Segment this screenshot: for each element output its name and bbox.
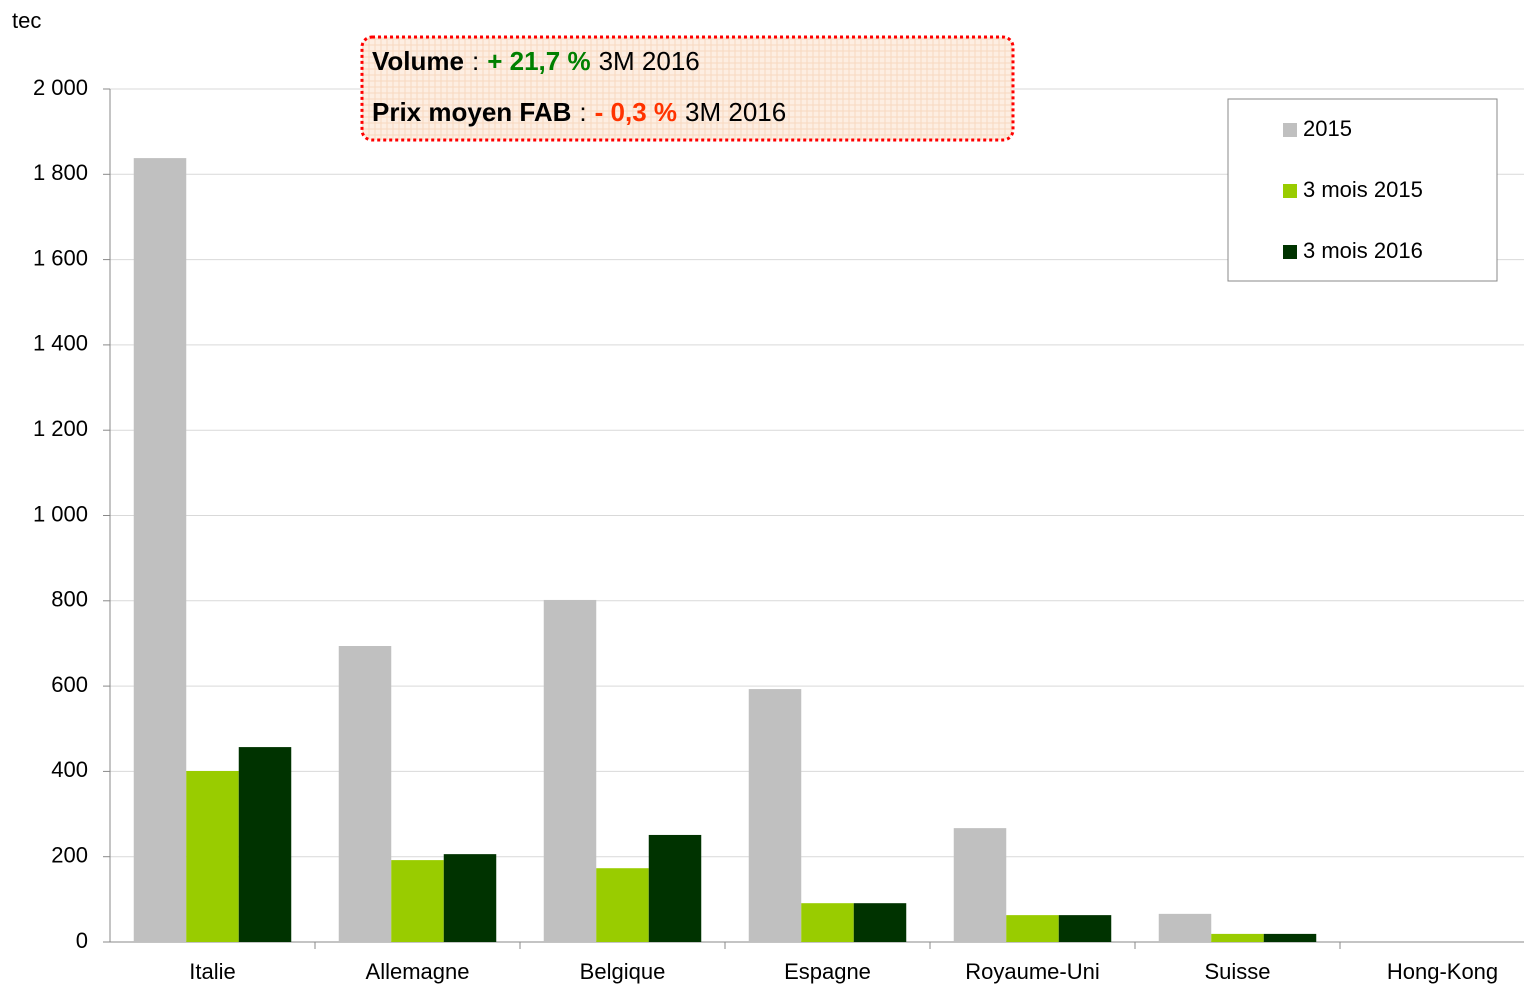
x-tick-label: Allemagne (366, 959, 470, 984)
y-tick-label: 200 (51, 843, 88, 868)
legend-swatch (1283, 184, 1297, 198)
bar (1263, 933, 1317, 942)
bar (953, 828, 1007, 942)
bar (648, 834, 702, 942)
x-tick-label: Royaume-Uni (965, 959, 1100, 984)
x-tick-label: Hong-Kong (1387, 959, 1498, 984)
y-tick-label: 600 (51, 672, 88, 697)
legend-label: 2015 (1303, 116, 1352, 141)
bar (543, 599, 597, 942)
bar (748, 689, 802, 942)
y-tick-label: 1 800 (33, 160, 88, 185)
annotation-part: 3M 2016 (685, 97, 786, 127)
x-tick-label: Italie (189, 959, 235, 984)
y-tick-label: 1 200 (33, 416, 88, 441)
bar (1158, 913, 1212, 942)
bar (391, 860, 444, 942)
x-tick-label: Espagne (784, 959, 871, 984)
bar (133, 158, 187, 942)
bar (596, 868, 649, 942)
legend-swatch (1283, 245, 1297, 259)
y-tick-label: 800 (51, 587, 88, 612)
legend-box (1227, 98, 1498, 282)
y-tick-label: 0 (76, 928, 88, 953)
legend-swatch (1283, 123, 1297, 137)
annotation-part: Volume (372, 46, 464, 76)
bar (1211, 933, 1264, 942)
y-tick-label: 1 600 (33, 245, 88, 270)
y-tick-label: 2 000 (33, 75, 88, 100)
annotation: Prix moyen FAB: - 0,3 % 3M 2016 (372, 97, 786, 127)
bar (1058, 915, 1112, 942)
annotation-part: + 21,7 % (487, 46, 590, 76)
bar (443, 854, 497, 942)
x-tick-label: Suisse (1204, 959, 1270, 984)
bar (801, 903, 854, 942)
annotation-part: : (579, 97, 586, 127)
y-tick-label: 400 (51, 757, 88, 782)
annotation-box (360, 35, 1015, 142)
bar (186, 770, 239, 942)
y-axis-label: tec (12, 8, 41, 33)
x-tick-label: Belgique (580, 959, 666, 984)
bar (238, 747, 292, 942)
annotation-part: : (472, 46, 479, 76)
bar (1006, 915, 1059, 942)
bar (338, 646, 392, 942)
bar (853, 903, 907, 942)
y-tick-label: 1 000 (33, 501, 88, 526)
legend-label: 3 mois 2016 (1303, 238, 1423, 263)
y-tick-label: 1 400 (33, 331, 88, 356)
annotation-part: Prix moyen FAB (372, 97, 571, 127)
legend-label: 3 mois 2015 (1303, 177, 1423, 202)
annotation: Volume: + 21,7 % 3M 2016 (372, 46, 700, 76)
annotation-part: - 0,3 % (595, 97, 677, 127)
annotation-part: 3M 2016 (599, 46, 700, 76)
